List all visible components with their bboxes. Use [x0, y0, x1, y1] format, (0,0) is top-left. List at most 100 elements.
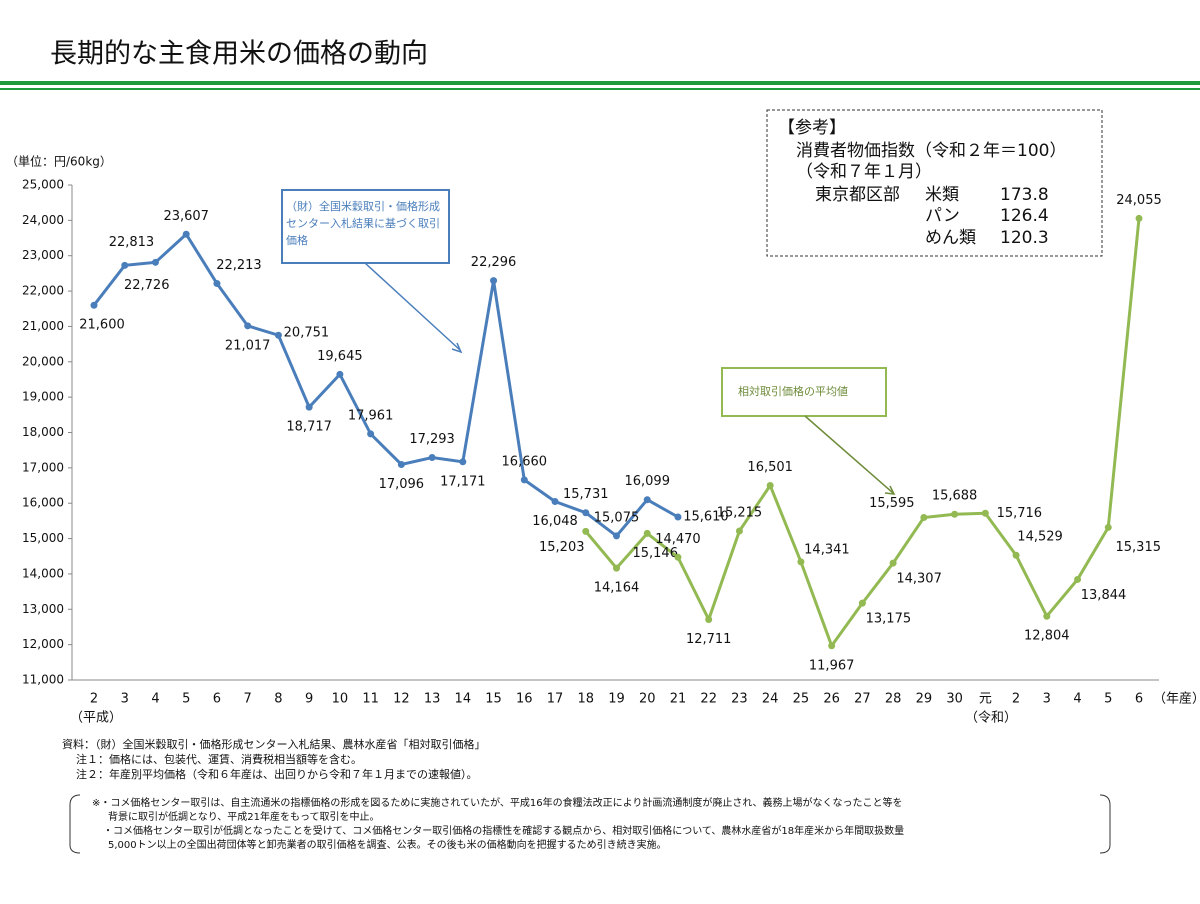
unit-label: （単位：円/60kg） — [6, 154, 112, 169]
data-label: 18,717 — [286, 420, 332, 435]
data-point — [766, 482, 774, 490]
x-tick-label: 5 — [182, 692, 190, 707]
data-point — [1135, 214, 1143, 222]
x-tick-label: 8 — [274, 692, 282, 707]
x-tick-label: 13 — [424, 692, 441, 707]
data-label: 14,470 — [655, 532, 701, 547]
x-tick-label: 30 — [946, 692, 963, 707]
data-point — [213, 280, 221, 288]
x-tick-label: 25 — [793, 692, 810, 707]
data-label: 11,967 — [809, 658, 855, 673]
data-point — [951, 510, 959, 518]
data-point — [336, 370, 344, 378]
y-tick-label: 17,000 — [22, 460, 64, 474]
callout-arrow-head — [451, 342, 463, 354]
data-point — [520, 476, 528, 484]
x-tick-label: 16 — [516, 692, 533, 707]
reference-text: （令和７年１月） — [796, 162, 932, 182]
data-label: 15,610 — [683, 510, 729, 525]
x-tick-label: 23 — [731, 692, 748, 707]
era-label: （令和） — [965, 711, 1017, 726]
data-point — [582, 527, 590, 535]
y-tick-label: 23,000 — [22, 248, 64, 262]
data-label: 21,017 — [225, 338, 271, 353]
data-point — [90, 301, 98, 309]
x-tick-label: 12 — [393, 692, 410, 707]
data-point — [182, 230, 190, 238]
data-label: 15,731 — [563, 487, 609, 502]
remarks: ※・コメ価格センター取引は、自主流通米の指標価格の形成を図るために実施されていた… — [92, 796, 904, 851]
callout-arrow — [804, 415, 894, 494]
data-label: 13,175 — [866, 612, 912, 627]
x-tick-label: 2 — [90, 692, 98, 707]
reference-text: 120.3 — [1000, 228, 1049, 248]
y-tick-label: 11,000 — [22, 673, 64, 687]
data-label: 17,096 — [379, 477, 425, 492]
remark: 5,000トン以上の全国出荷団体等と卸売業者の取引価格を調査、公表。その後も米の… — [108, 838, 667, 851]
callout-arrow-head — [884, 485, 896, 495]
data-point — [274, 331, 282, 339]
x-tick-label: 29 — [916, 692, 933, 707]
data-point — [1012, 551, 1020, 559]
notes: 資料：（財）全国米穀取引・価格形成センター入札結果、農林水産省「相対取引価格」 … — [62, 737, 486, 781]
y-tick-label: 12,000 — [22, 637, 64, 651]
data-label: 15,688 — [932, 489, 978, 504]
data-label: 14,341 — [804, 542, 850, 557]
data-label: 15,595 — [869, 496, 915, 511]
data-point — [490, 277, 498, 285]
reference-text: 消費者物価指数（令和２年＝100） — [796, 141, 1066, 161]
bracket — [1099, 794, 1111, 854]
series-line — [92, 231, 679, 538]
x-tick-label: 15 — [485, 692, 502, 707]
data-label: 15,075 — [594, 510, 640, 525]
data-label: 15,315 — [1116, 540, 1162, 555]
data-label: 17,961 — [348, 408, 394, 423]
x-tick-label: 20 — [639, 692, 656, 707]
data-label: 21,600 — [79, 318, 125, 333]
y-tick-label: 13,000 — [22, 602, 64, 616]
data-point — [735, 527, 743, 535]
data-point — [858, 599, 866, 607]
data-label: 14,529 — [1017, 530, 1063, 545]
data-point — [643, 529, 651, 537]
x-tick-label: 28 — [885, 692, 902, 707]
y-tick-label: 16,000 — [22, 496, 64, 510]
data-label: 22,213 — [216, 258, 262, 273]
legend-box — [721, 367, 887, 417]
x-tick-label: 17 — [547, 692, 564, 707]
reference-text: 【参考】 — [778, 118, 846, 138]
data-point — [613, 532, 620, 540]
x-tick-label: 6 — [213, 692, 221, 707]
header-rule — [0, 88, 1200, 90]
x-tick-label: 14 — [455, 692, 472, 707]
data-label: 16,099 — [624, 474, 670, 489]
callout-arrow — [364, 262, 461, 351]
x-tick-label: 7 — [244, 692, 252, 707]
note: 注２：年産別平均価格（令和６年産は、出回りから令和７年１月までの速報値）。 — [76, 767, 478, 781]
data-label: 15,716 — [997, 506, 1043, 521]
data-label: 16,048 — [532, 514, 578, 529]
series-line — [584, 218, 1141, 649]
y-tick-label: 19,000 — [22, 390, 64, 404]
y-tick-label: 25,000 — [22, 178, 64, 192]
y-tick-label: 14,000 — [22, 566, 64, 580]
data-label: 23,607 — [163, 209, 209, 224]
data-label: 13,844 — [1081, 588, 1127, 603]
legend-item: （財）全国米穀取引・価格形成センター入札結果に基づく取引価格 — [286, 200, 440, 247]
data-label: 22,296 — [471, 255, 517, 270]
y-tick-label: 22,000 — [22, 284, 64, 298]
x-tick-label: 4 — [1073, 692, 1081, 707]
data-point — [889, 559, 897, 567]
x-unit-label: （年産） — [1153, 691, 1200, 707]
data-label: 16,501 — [747, 460, 793, 475]
x-tick-label: 3 — [1043, 692, 1051, 707]
data-label: 15,146 — [632, 546, 678, 561]
data-label: 14,164 — [594, 581, 640, 596]
data-point — [305, 403, 313, 411]
x-tick-label: 4 — [151, 692, 159, 707]
data-point — [674, 513, 682, 521]
data-point — [920, 514, 928, 522]
data-label: 17,293 — [409, 432, 455, 447]
x-tick-label: 26 — [823, 692, 840, 707]
data-point — [1104, 523, 1112, 531]
